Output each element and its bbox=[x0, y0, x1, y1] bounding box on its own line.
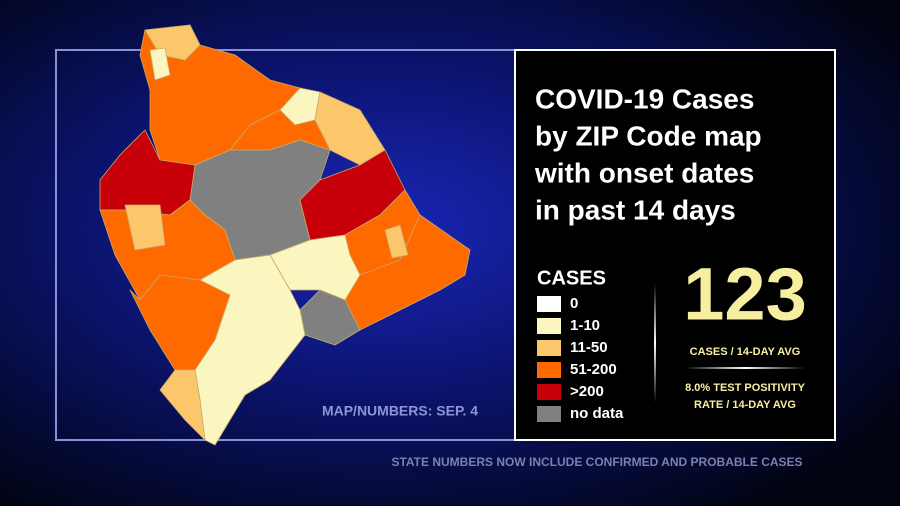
map-date: MAP/NUMBERS: SEP. 4 bbox=[322, 403, 478, 419]
legend-label: 0 bbox=[570, 295, 578, 312]
legend: 0 1-10 11-50 51-200 >200 no data bbox=[537, 295, 624, 422]
title-line: COVID-19 Cases bbox=[535, 83, 754, 114]
title-line: by ZIP Code map bbox=[535, 120, 762, 151]
legend-label: 11-50 bbox=[570, 339, 608, 356]
map-region bbox=[124, 204, 166, 251]
title-line: with onset dates bbox=[534, 157, 754, 188]
legend-swatch bbox=[537, 296, 561, 312]
legend-swatch bbox=[537, 384, 561, 400]
legend-title: CASES bbox=[537, 267, 606, 289]
map-region bbox=[149, 47, 171, 81]
legend-label: 51-200 bbox=[570, 361, 617, 378]
divider bbox=[654, 283, 656, 403]
positivity-label: 8.0% TEST POSITIVITY bbox=[685, 382, 805, 394]
legend-swatch bbox=[537, 318, 561, 334]
map-region bbox=[194, 254, 306, 446]
island-map bbox=[99, 24, 471, 446]
legend-swatch bbox=[537, 406, 561, 422]
title: COVID-19 Cases by ZIP Code map with onset … bbox=[534, 83, 762, 225]
legend-label: >200 bbox=[570, 383, 604, 400]
divider bbox=[685, 367, 805, 369]
legend-swatch bbox=[537, 362, 561, 378]
map-region bbox=[384, 224, 409, 259]
info-panel bbox=[514, 49, 836, 441]
positivity-label: RATE / 14-DAY AVG bbox=[694, 399, 796, 411]
title-line: in past 14 days bbox=[535, 194, 736, 225]
case-count: 123 bbox=[683, 253, 806, 336]
legend-label: 1-10 bbox=[570, 317, 600, 334]
legend-label: no data bbox=[570, 405, 624, 422]
legend-swatch bbox=[537, 340, 561, 356]
case-count-label: CASES / 14-DAY AVG bbox=[690, 346, 801, 358]
map-region bbox=[159, 369, 206, 441]
footnote: STATE NUMBERS NOW INCLUDE CONFIRMED AND … bbox=[391, 455, 802, 469]
